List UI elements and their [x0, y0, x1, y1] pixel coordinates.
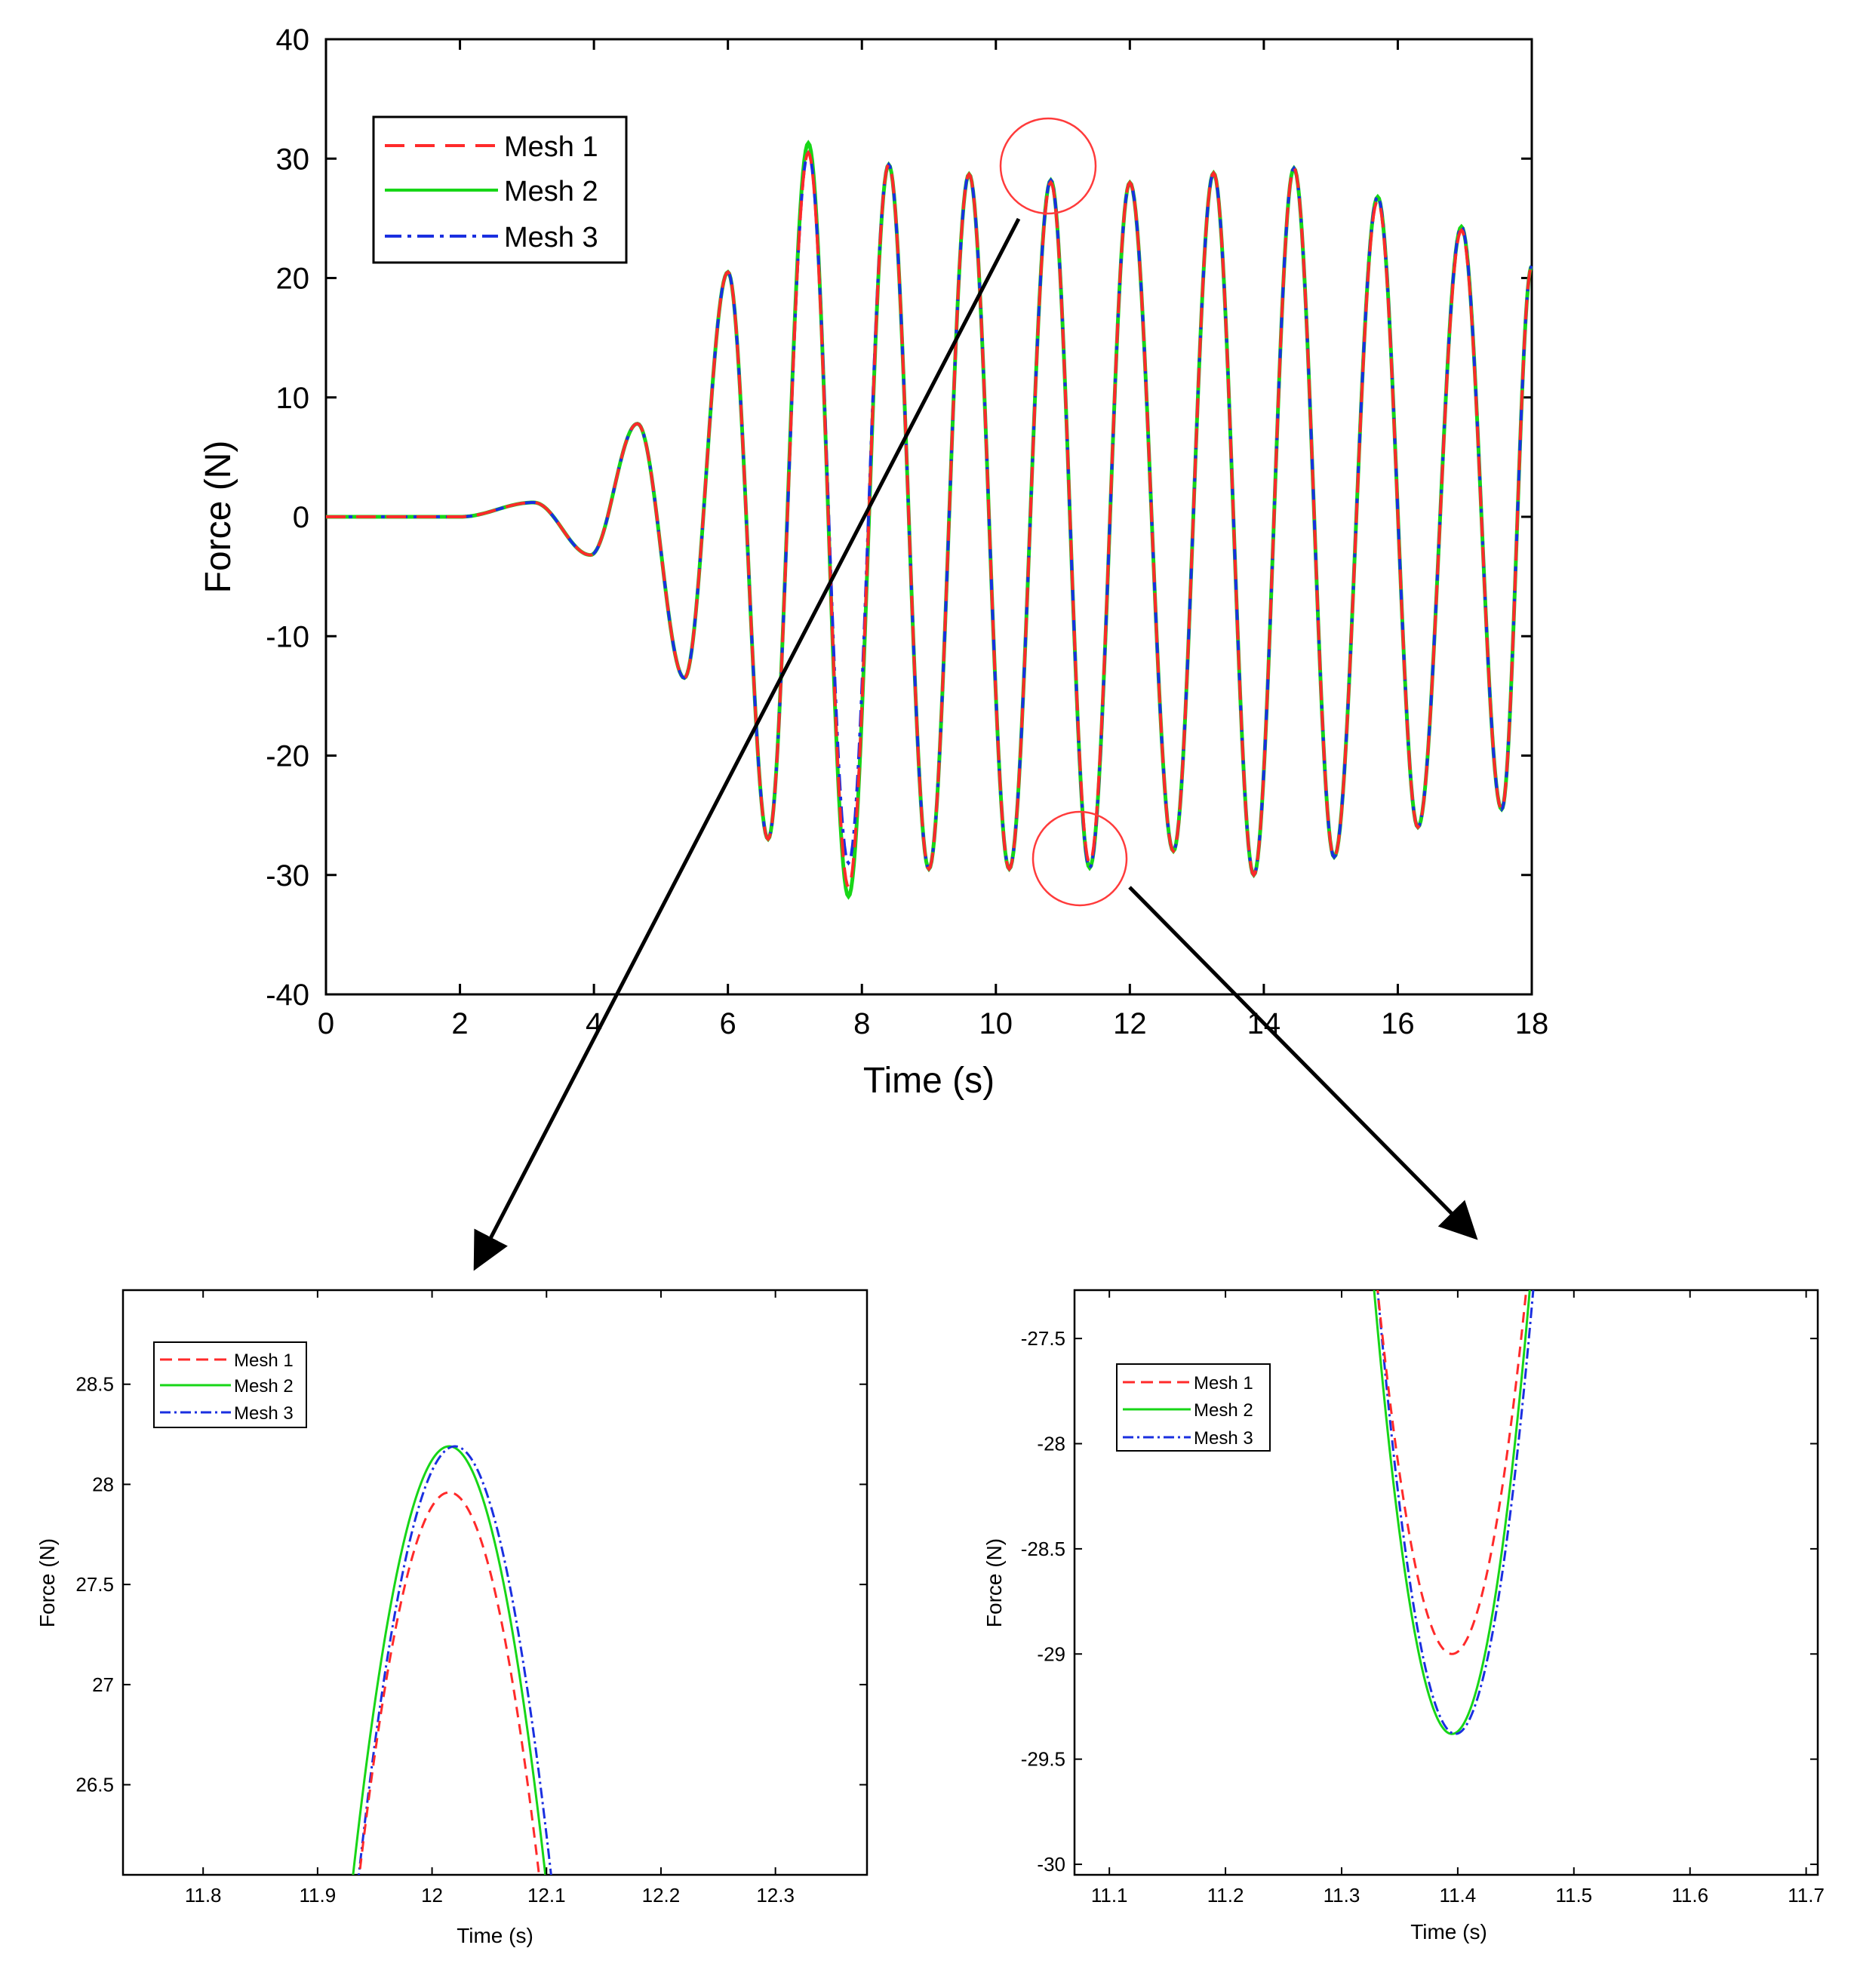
y-tick-label: -28 — [1037, 1433, 1065, 1455]
y-tick-label: 40 — [276, 23, 310, 57]
x-tick-label: 16 — [1381, 1007, 1415, 1040]
main-legend-label-mesh1: Mesh 1 — [504, 131, 598, 163]
zoom-trough-legend-box — [1116, 1363, 1271, 1452]
y-tick-label: -10 — [266, 620, 309, 653]
zoom-series-line-mesh2 — [352, 1445, 547, 1875]
y-tick-label: 28.5 — [75, 1373, 114, 1396]
x-tick-label: 6 — [720, 1007, 736, 1040]
main-legend-label-mesh2: Mesh 2 — [504, 176, 598, 207]
zoom-peak-legend: Mesh 1 Mesh 2 Mesh 3 — [153, 1341, 307, 1428]
zoom-series-line-mesh1 — [1376, 1290, 1528, 1655]
y-tick-label: -30 — [1037, 1853, 1065, 1876]
zoom-trough-legend-label-mesh3: Mesh 3 — [1194, 1428, 1253, 1449]
x-tick-label: 2 — [451, 1007, 468, 1040]
zoom-series-clip — [352, 1445, 552, 1875]
x-tick-label: 12.3 — [756, 1884, 795, 1907]
y-tick-label: -28.5 — [1021, 1538, 1065, 1560]
x-tick-label: 8 — [853, 1007, 870, 1040]
zoom-trough-chart: 11.1 11.2 11.3 11.4 11.5 11.6 11.7 -30 -29.5 -29 -… — [982, 1289, 1825, 1943]
main-series-line-mesh1 — [326, 149, 1533, 890]
main-legend-label-mesh3: Mesh 3 — [504, 222, 598, 253]
x-tick-label: 12.2 — [642, 1884, 681, 1907]
y-tick-label: 10 — [276, 382, 310, 415]
zoom-trough-legend-label-mesh1: Mesh 1 — [1194, 1373, 1253, 1393]
zoom-trough-legend-label-mesh2: Mesh 2 — [1194, 1400, 1253, 1421]
x-tick-label: 10 — [979, 1007, 1013, 1040]
x-tick-label: 11.9 — [300, 1884, 337, 1907]
x-tick-label: 11.4 — [1440, 1884, 1477, 1907]
zoom-trough-y-axis-label: Force (N) — [982, 1538, 1006, 1627]
zoom-peak-x-axis-label: Time (s) — [457, 1924, 533, 1947]
x-tick-label: 11.6 — [1671, 1884, 1708, 1907]
y-tick-label: 27 — [92, 1673, 114, 1696]
x-tick-label: 11.1 — [1091, 1884, 1128, 1907]
highlight-circle-peak — [999, 117, 1097, 215]
zoom-peak-legend-label-mesh2: Mesh 2 — [234, 1376, 294, 1397]
x-tick-label: 18 — [1515, 1007, 1549, 1040]
y-tick-label: -27.5 — [1021, 1327, 1065, 1350]
highlight-circle-trough — [1031, 810, 1128, 907]
y-tick-label: 20 — [276, 263, 310, 296]
x-tick-label: 11.3 — [1324, 1884, 1360, 1907]
zoom-peak-series — [352, 1445, 552, 1875]
y-tick-label: -40 — [266, 979, 309, 1012]
y-tick-label: -30 — [266, 859, 309, 893]
x-tick-label: 12 — [421, 1884, 443, 1907]
x-tick-label: 11.2 — [1207, 1884, 1244, 1907]
zoom-peak-chart: 11.8 11.9 12 12.1 12.2 12.3 26.5 27 27.5 28 28.5 M… — [35, 1289, 869, 1947]
zoom-trough-series — [1373, 1290, 1535, 1735]
x-tick-label: 11.8 — [185, 1884, 222, 1907]
y-tick-label: 26.5 — [75, 1774, 114, 1796]
x-tick-label: 11.7 — [1788, 1884, 1825, 1907]
callout-arrows — [473, 217, 1478, 1271]
x-tick-label: 11.5 — [1555, 1884, 1592, 1907]
x-tick-label: 12.1 — [527, 1884, 566, 1907]
main-series — [326, 140, 1534, 900]
y-tick-label: 28 — [92, 1473, 114, 1495]
zoom-series-clip — [1373, 1290, 1535, 1735]
y-tick-label: -29 — [1037, 1642, 1065, 1665]
main-y-axis-label: Force (N) — [198, 441, 238, 594]
main-x-axis-label: Time (s) — [863, 1061, 995, 1101]
y-tick-label: 0 — [293, 501, 309, 534]
zoom-peak-legend-label-mesh1: Mesh 1 — [234, 1350, 294, 1371]
x-tick-label: 0 — [318, 1007, 334, 1040]
y-tick-label: 30 — [276, 143, 310, 176]
zoom-series-line-mesh2 — [1373, 1290, 1531, 1735]
zoom-peak-axes: 11.8 11.9 12 12.1 12.2 12.3 26.5 27 27.5 28 28.5 — [75, 1290, 867, 1907]
zoom-trough-x-axis-label: Time (s) — [1410, 1920, 1487, 1943]
zoom-trough-axes: 11.1 11.2 11.3 11.4 11.5 11.6 11.7 -30 -29.5 -29 -… — [1021, 1290, 1825, 1907]
arrow-to-trough-zoom — [1128, 886, 1478, 1240]
y-tick-label: -29.5 — [1021, 1748, 1065, 1771]
zoom-series-line-mesh3 — [357, 1445, 552, 1875]
zoom-series-line-mesh1 — [358, 1491, 540, 1875]
arrow-to-peak-zoom — [473, 217, 1021, 1271]
zoom-peak-y-axis-label: Force (N) — [35, 1538, 59, 1627]
zoom-trough-legend: Mesh 1 Mesh 2 Mesh 3 — [1116, 1363, 1271, 1452]
y-tick-label: 27.5 — [75, 1573, 114, 1596]
main-legend: Mesh 1 Mesh 2 Mesh 3 — [372, 115, 628, 264]
zoom-series-line-mesh3 — [1376, 1290, 1535, 1735]
y-tick-label: -20 — [266, 740, 309, 773]
x-tick-label: 12 — [1113, 1007, 1147, 1040]
zoom-peak-legend-label-mesh3: Mesh 3 — [234, 1403, 294, 1424]
